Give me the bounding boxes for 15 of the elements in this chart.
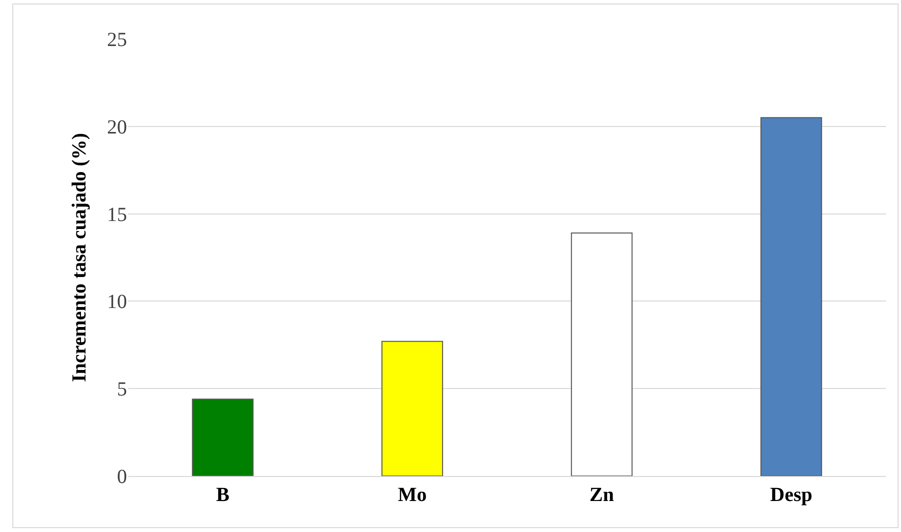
y-tick-label: 25: [107, 29, 127, 51]
bar: [381, 340, 444, 476]
bar: [570, 232, 633, 476]
y-axis-title: Incremento tasa cuajado (%): [68, 132, 90, 382]
x-tick-label: Mo: [398, 484, 427, 506]
x-tick-label: B: [216, 484, 230, 506]
x-tick-label: Zn: [590, 484, 614, 506]
bar: [760, 117, 822, 476]
x-tick-label: Desp: [770, 484, 812, 506]
y-tick-label: 0: [117, 466, 127, 488]
y-tick-label: 5: [117, 378, 127, 401]
bar: [192, 398, 254, 476]
y-tick-label: 20: [107, 116, 127, 138]
y-tick-label: 10: [107, 291, 127, 314]
y-tick-label: 15: [107, 204, 127, 226]
